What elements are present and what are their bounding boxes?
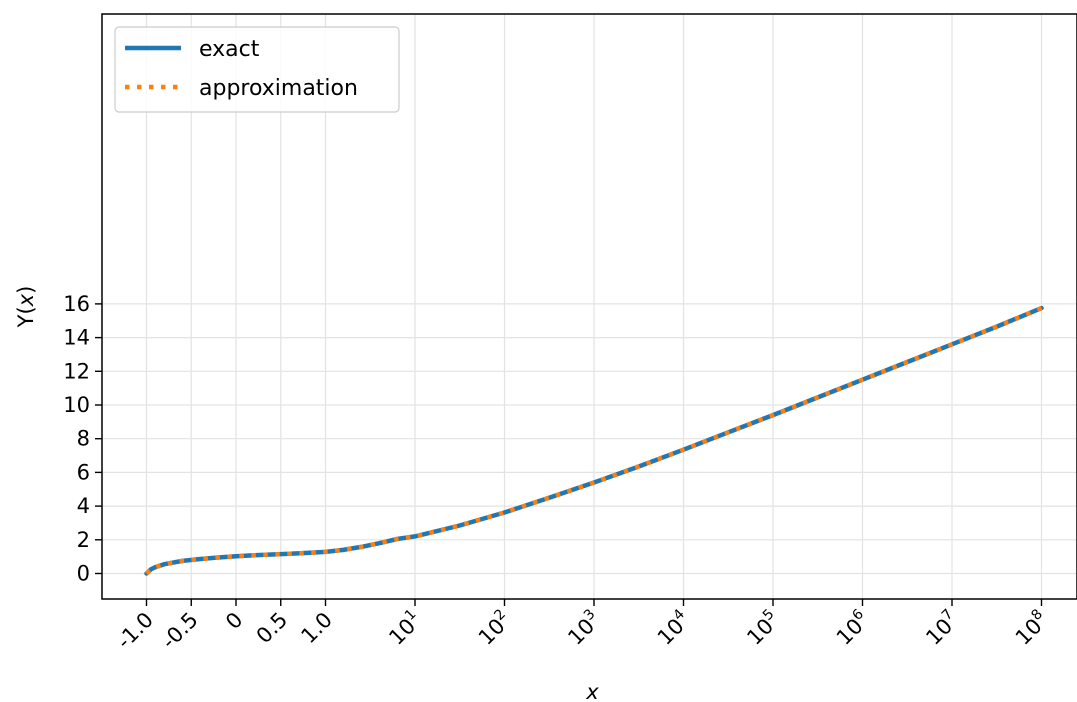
x-tick-label: 105 (741, 606, 785, 650)
y-tick-label: 4 (77, 494, 90, 518)
x-tick-label: -1.0 (112, 608, 158, 654)
x-tick-label: -0.5 (157, 608, 203, 654)
x-axis-label: x (585, 680, 599, 702)
legend-label-approximation: approximation (199, 76, 358, 101)
y-tick-label: 6 (77, 460, 90, 484)
y-tick-label: 16 (63, 292, 90, 316)
legend-label-exact: exact (199, 37, 260, 62)
legend: exact approximation (114, 26, 400, 113)
x-axis-ticks: -1.0-0.5 0 0.5 1.0 101 102 103 104 105 106 107 108 (112, 599, 1053, 654)
y-tick-label: 0 (77, 562, 90, 586)
x-tick-label: 102 (472, 606, 516, 650)
y-tick-label: 10 (63, 393, 90, 417)
plot-frame (101, 13, 1077, 600)
series-layer (144, 305, 1044, 576)
legend-box (114, 26, 400, 113)
y-axis-ticks: 0 2 4 6 8 10 12 14 16 (63, 292, 102, 586)
x-tick-label: 1.0 (296, 608, 337, 649)
x-tick-label: 0.5 (252, 608, 293, 649)
y-tick-label: 14 (63, 326, 90, 350)
x-tick-label: 0 (221, 608, 247, 634)
series-line-exact (144, 305, 1044, 576)
x-tick-label: 104 (651, 606, 695, 650)
y-tick-label: 8 (77, 427, 90, 451)
y-tick-label: 2 (77, 528, 90, 552)
x-tick-label: 108 (1009, 606, 1053, 650)
y-axis-label: Y(x) (14, 286, 38, 329)
x-tick-label: 107 (920, 606, 964, 650)
x-tick-label: 103 (562, 606, 606, 650)
x-tick-label: 101 (383, 606, 427, 650)
x-tick-label: 106 (830, 606, 874, 650)
y-tick-label: 12 (63, 359, 90, 383)
